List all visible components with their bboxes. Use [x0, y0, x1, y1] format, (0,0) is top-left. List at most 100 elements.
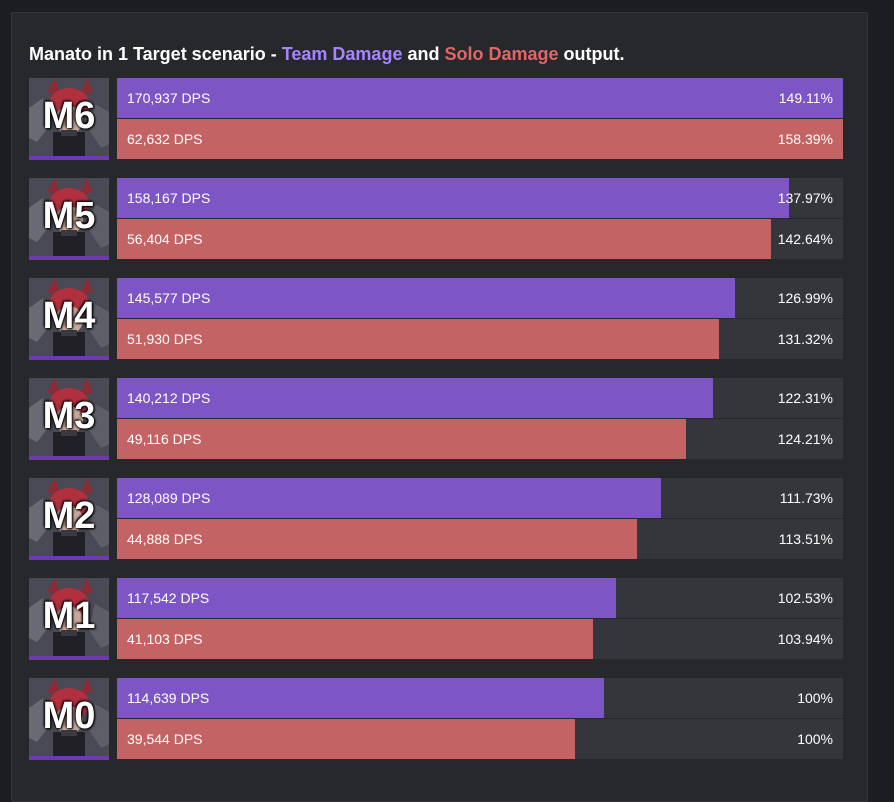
solo-damage-bar	[117, 219, 771, 259]
category-label: M6	[42, 95, 96, 137]
character-avatar: M0	[29, 678, 109, 760]
solo-damage-percent-label: 103.94%	[777, 631, 833, 647]
solo-damage-track: 51,930 DPS 131.32%	[117, 319, 843, 359]
team-damage-track: 114,639 DPS 100%	[117, 678, 843, 718]
character-portrait	[29, 178, 109, 260]
solo-damage-track: 56,404 DPS 142.64%	[117, 219, 843, 259]
character-avatar: M1	[29, 578, 109, 660]
solo-damage-track: 49,116 DPS 124.21%	[117, 419, 843, 459]
solo-damage-bar	[117, 419, 686, 459]
solo-damage-percent-label: 131.32%	[777, 331, 833, 347]
category-label: M4	[42, 295, 96, 337]
avatar-stripe	[29, 256, 109, 260]
avatar-stripe	[29, 156, 109, 160]
bar-group: 128,089 DPS 111.73% 44,888 DPS 113.51%	[117, 478, 843, 560]
character-portrait	[29, 278, 109, 360]
avatar-stripe	[29, 756, 109, 760]
avatar-stripe	[29, 556, 109, 560]
avatar-stripe	[29, 456, 109, 460]
character-portrait	[29, 578, 109, 660]
solo-damage-value-label: 39,544 DPS	[127, 731, 203, 747]
team-damage-track: 117,542 DPS 102.53%	[117, 578, 843, 618]
chart-row: M4 145,577 DPS 126.99% 51,930 DPS 131.32%	[29, 278, 843, 360]
solo-damage-track: 44,888 DPS 113.51%	[117, 519, 843, 559]
bar-group: 140,212 DPS 122.31% 49,116 DPS 124.21%	[117, 378, 843, 460]
team-damage-bar	[117, 178, 789, 218]
solo-damage-value-label: 49,116 DPS	[127, 431, 202, 447]
team-damage-percent-label: 122.31%	[777, 390, 833, 406]
solo-damage-value-label: 56,404 DPS	[127, 231, 203, 247]
character-portrait	[29, 678, 109, 760]
team-damage-track: 145,577 DPS 126.99%	[117, 278, 843, 318]
category-label: M0	[42, 695, 96, 737]
team-damage-percent-label: 102.53%	[777, 590, 833, 606]
team-damage-track: 158,167 DPS 137.97%	[117, 178, 843, 218]
team-damage-bar	[117, 278, 735, 318]
team-damage-bar	[117, 378, 713, 418]
category-label: M5	[42, 195, 96, 237]
chart-row: M6 170,937 DPS 149.11% 62,632 DPS 158.39%	[29, 78, 843, 160]
solo-damage-track: 39,544 DPS 100%	[117, 719, 843, 759]
team-damage-value-label: 128,089 DPS	[127, 490, 211, 506]
solo-damage-bar	[117, 519, 637, 559]
solo-damage-value-label: 62,632 DPS	[127, 131, 203, 147]
category-label: M2	[42, 495, 96, 537]
team-damage-bar	[117, 478, 661, 518]
character-avatar: M6	[29, 78, 109, 160]
character-portrait	[29, 78, 109, 160]
title-solo-damage: Solo Damage	[444, 44, 559, 64]
team-damage-bar	[117, 578, 616, 618]
solo-damage-bar	[117, 719, 575, 759]
solo-damage-track: 62,632 DPS 158.39%	[117, 119, 843, 159]
title-suffix: output.	[558, 44, 625, 64]
team-damage-track: 170,937 DPS 149.11%	[117, 78, 843, 118]
solo-damage-percent-label: 142.64%	[777, 231, 833, 247]
team-damage-value-label: 140,212 DPS	[127, 390, 211, 406]
team-damage-value-label: 114,639 DPS	[127, 690, 210, 706]
team-damage-percent-label: 100%	[797, 690, 833, 706]
character-avatar: M2	[29, 478, 109, 560]
chart-row: M3 140,212 DPS 122.31% 49,116 DPS 124.21%	[29, 378, 843, 460]
chart-row: M2 128,089 DPS 111.73% 44,888 DPS 113.51%	[29, 478, 843, 560]
bar-group: 117,542 DPS 102.53% 41,103 DPS 103.94%	[117, 578, 843, 660]
team-damage-value-label: 170,937 DPS	[127, 90, 211, 106]
team-damage-track: 128,089 DPS 111.73%	[117, 478, 843, 518]
title-mid: and	[402, 44, 445, 64]
team-damage-value-label: 117,542 DPS	[127, 590, 210, 606]
character-portrait	[29, 478, 109, 560]
solo-damage-bar	[117, 319, 719, 359]
team-damage-percent-label: 149.11%	[778, 90, 833, 106]
chart-row: M0 114,639 DPS 100% 39,544 DPS 100%	[29, 678, 843, 760]
bar-group: 170,937 DPS 149.11% 62,632 DPS 158.39%	[117, 78, 843, 160]
chart-title: Manato in 1 Target scenario - Team Damag…	[29, 43, 624, 65]
character-avatar: M4	[29, 278, 109, 360]
team-damage-value-label: 158,167 DPS	[127, 190, 211, 206]
chart-row: M1 117,542 DPS 102.53% 41,103 DPS 103.94%	[29, 578, 843, 660]
character-avatar: M3	[29, 378, 109, 460]
team-damage-value-label: 145,577 DPS	[127, 290, 211, 306]
solo-damage-value-label: 41,103 DPS	[127, 631, 203, 647]
title-prefix: Manato in 1 Target scenario -	[29, 44, 282, 64]
solo-damage-bar	[117, 619, 593, 659]
solo-damage-percent-label: 158.39%	[777, 131, 833, 147]
solo-damage-percent-label: 124.21%	[777, 431, 833, 447]
team-damage-percent-label: 111.73%	[779, 490, 833, 506]
category-label: M1	[42, 595, 96, 637]
character-avatar: M5	[29, 178, 109, 260]
bar-group: 145,577 DPS 126.99% 51,930 DPS 131.32%	[117, 278, 843, 360]
title-team-damage: Team Damage	[281, 44, 403, 64]
team-damage-track: 140,212 DPS 122.31%	[117, 378, 843, 418]
chart-row: M5 158,167 DPS 137.97% 56,404 DPS 142.64%	[29, 178, 843, 260]
solo-damage-track: 41,103 DPS 103.94%	[117, 619, 843, 659]
solo-damage-value-label: 51,930 DPS	[127, 331, 203, 347]
team-damage-bar	[117, 678, 604, 718]
avatar-stripe	[29, 656, 109, 660]
category-label: M3	[42, 395, 96, 437]
team-damage-percent-label: 126.99%	[777, 290, 833, 306]
team-damage-percent-label: 137.97%	[777, 190, 833, 206]
solo-damage-bar	[117, 119, 843, 159]
solo-damage-value-label: 44,888 DPS	[127, 531, 203, 547]
bar-group: 158,167 DPS 137.97% 56,404 DPS 142.64%	[117, 178, 843, 260]
bar-group: 114,639 DPS 100% 39,544 DPS 100%	[117, 678, 843, 760]
team-damage-bar	[117, 78, 843, 118]
